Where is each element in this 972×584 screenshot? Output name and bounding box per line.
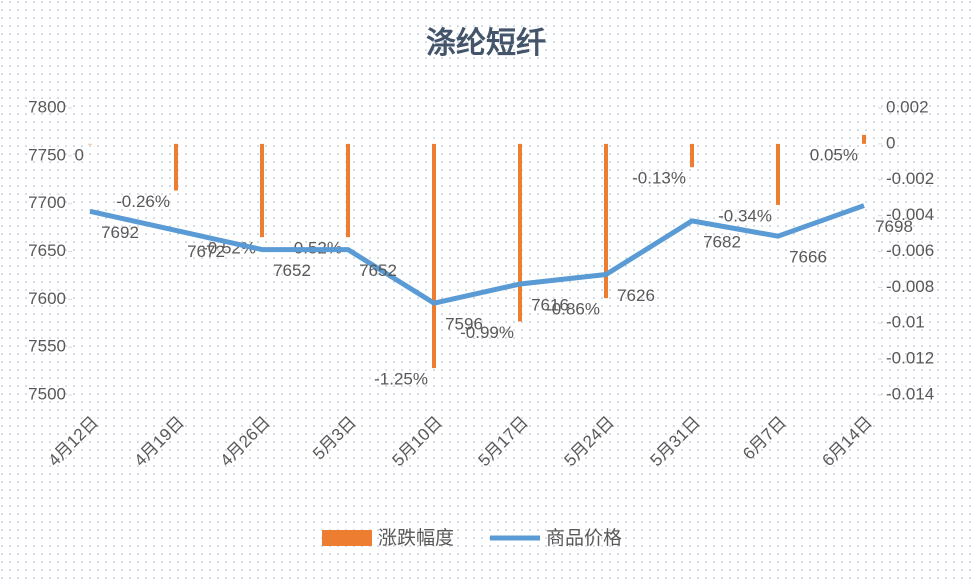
bar — [88, 143, 92, 145]
bar — [260, 143, 264, 238]
y-tick-label: 7500 — [28, 384, 66, 403]
bar-value-label: -0.34% — [718, 206, 772, 225]
y-tick-label: 7700 — [28, 193, 66, 212]
y2-tick-label: -0.002 — [886, 169, 934, 188]
bar-value-label: 0.05% — [810, 145, 858, 164]
y-tick-label: 7800 — [28, 97, 66, 116]
y2-tick-label: 0.002 — [886, 97, 929, 116]
legend-label: 涨跌幅度 — [378, 527, 454, 549]
bar — [346, 143, 350, 238]
y2-tick-label: -0.004 — [886, 205, 934, 224]
bar-value-label: -1.25% — [374, 370, 428, 389]
legend-label: 商品价格 — [546, 527, 622, 549]
y2-tick-label: -0.01 — [886, 313, 925, 332]
line-value-label: 7626 — [617, 286, 655, 305]
bar-value-label: -0.86% — [546, 300, 600, 319]
line-value-label: 7616 — [531, 296, 569, 315]
line-value-label: 7652 — [359, 261, 397, 280]
legend-swatch — [322, 530, 372, 546]
bar — [690, 143, 694, 168]
chart-title: 涤纶短纤 — [426, 27, 546, 60]
line-value-label: 7682 — [703, 232, 741, 251]
y-tick-label: 7650 — [28, 241, 66, 260]
y-tick-label: 7600 — [28, 289, 66, 308]
y2-tick-label: -0.006 — [886, 241, 934, 260]
bar-value-label: -0.13% — [632, 169, 686, 188]
y-tick-label: 7750 — [28, 145, 66, 164]
bar — [518, 143, 522, 322]
line-value-label: 7596 — [445, 315, 483, 334]
y2-tick-label: -0.012 — [886, 349, 934, 368]
y-tick-label: 7550 — [28, 337, 66, 356]
bar — [604, 143, 608, 299]
bar — [776, 143, 780, 205]
bar — [174, 143, 178, 191]
line-value-label: 7692 — [101, 223, 139, 242]
y2-tick-label: 0 — [886, 133, 895, 152]
bar-value-label: -0.26% — [116, 192, 170, 211]
line — [89, 203, 865, 306]
bar-value-label: 0 — [75, 145, 84, 164]
line-value-label: 7672 — [187, 242, 225, 261]
line-value-label: 7652 — [273, 261, 311, 280]
bar-value-label: -0.99% — [460, 323, 514, 342]
y2-tick-label: -0.014 — [886, 384, 934, 403]
line-value-label: 7666 — [789, 248, 827, 267]
y2-tick-label: -0.008 — [886, 277, 934, 296]
bar — [862, 134, 866, 144]
bar — [432, 143, 436, 369]
line-value-label: 7698 — [875, 217, 913, 236]
